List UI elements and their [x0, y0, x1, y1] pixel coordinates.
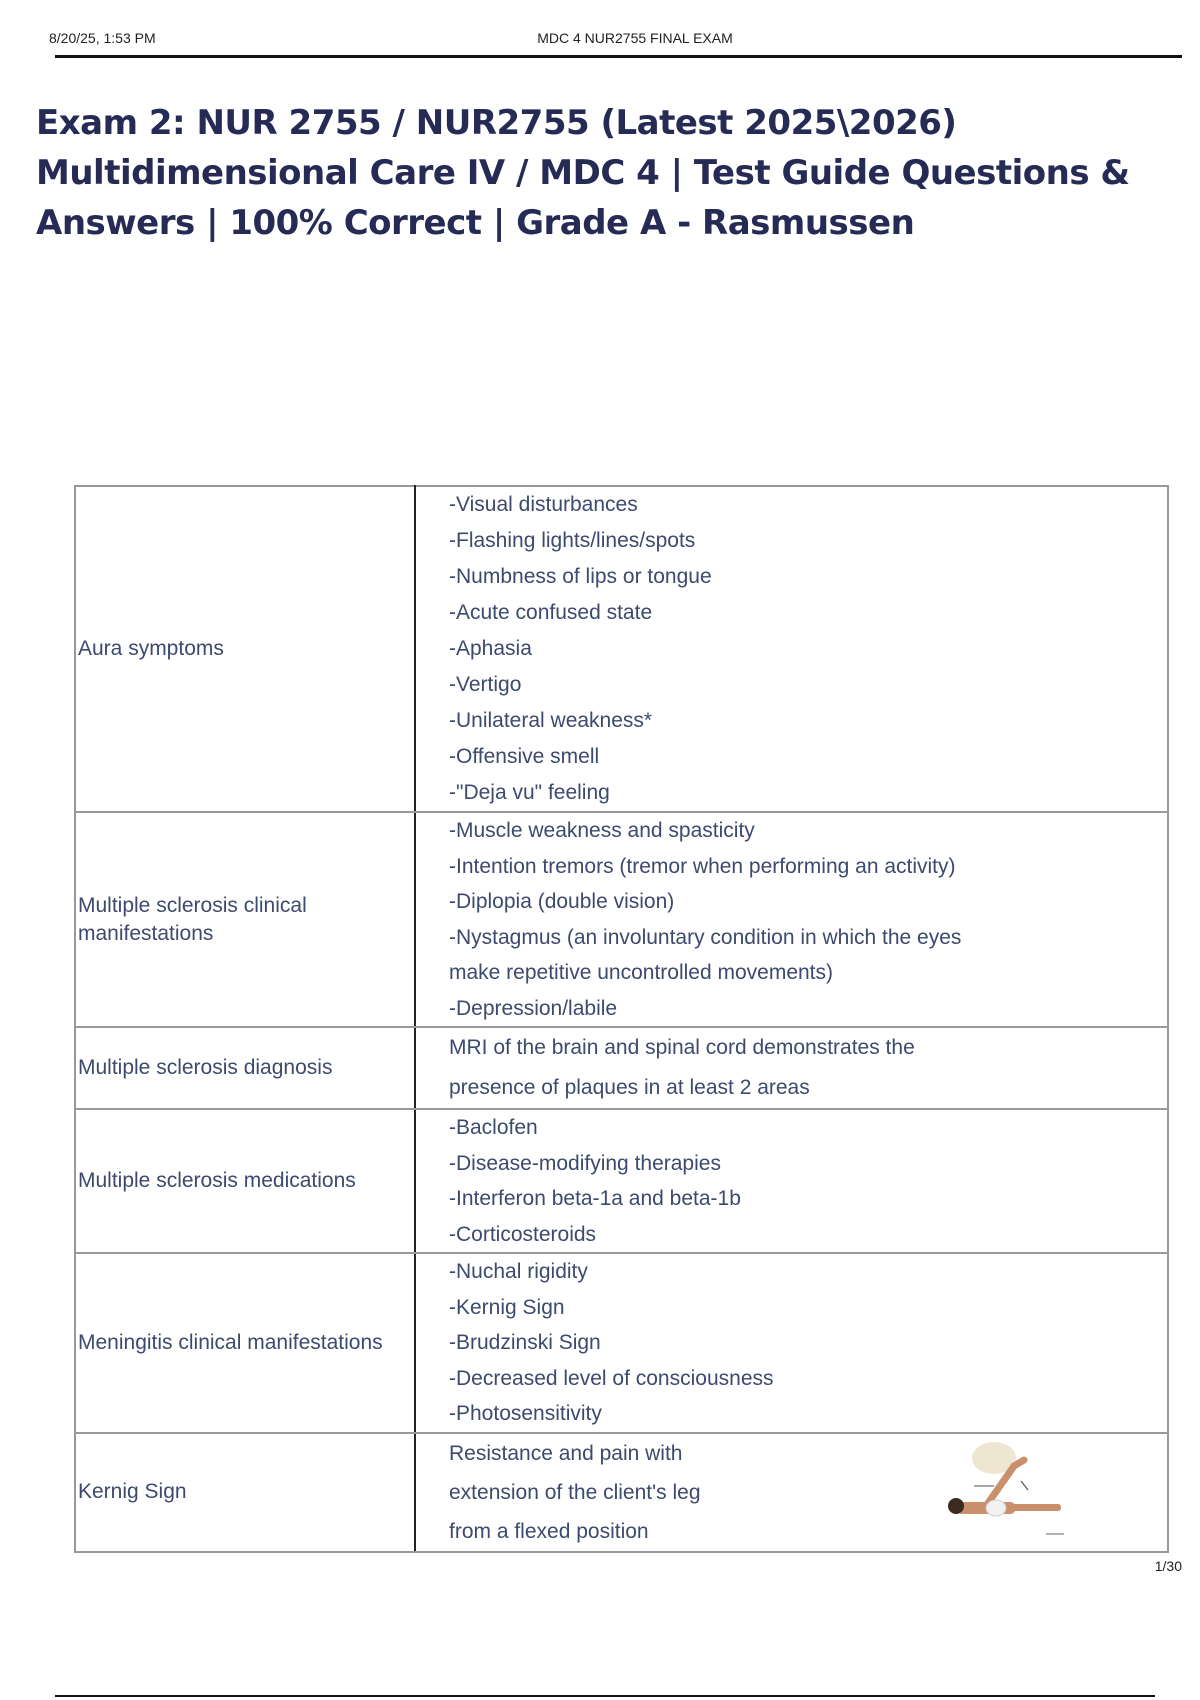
- definition-line: -Muscle weakness and spasticity: [449, 819, 755, 842]
- term-cell: Kernig Sign: [74, 1431, 416, 1553]
- definition-cell: -Muscle weakness and spasticity -Intentio…: [414, 811, 1169, 1028]
- kernig-sign-illustration: [948, 1441, 1064, 1535]
- page-title: Exam 2: NUR 2755 / NUR2755 (Latest 2025\…: [36, 98, 1156, 248]
- flashcard-table: Aura symptoms -Visual disturbances -Flashi…: [74, 485, 1169, 1553]
- definition-line: MRI of the brain and spinal cord demonst…: [449, 1036, 915, 1059]
- table-row: Multiple sclerosis clinical manifestatio…: [74, 811, 1169, 1028]
- table-row: Multiple sclerosis diagnosis MRI of the b…: [74, 1026, 1169, 1110]
- title-line: Multidimensional Care IV / MDC 4 | Test …: [36, 153, 1130, 193]
- definition-cell: -Nuchal rigidity -Kernig Sign -Brudzinski …: [414, 1252, 1169, 1434]
- definition-line: -Disease-modifying therapies: [449, 1151, 721, 1175]
- definition-line: -Decreased level of consciousness: [449, 1366, 774, 1390]
- definition-line: -Depression/labile: [449, 996, 618, 1020]
- definition-line: -Nystagmus (an involuntary condition in …: [449, 925, 962, 949]
- definition-line: make repetitive uncontrolled movements): [449, 961, 834, 984]
- definition-line: -Vertigo: [449, 673, 522, 696]
- definition-line: extension of the client's leg: [449, 1480, 701, 1504]
- definition-line: -Intention tremors (tremor when performi…: [449, 854, 956, 878]
- table-row: Multiple sclerosis medications -Baclofen -…: [74, 1108, 1169, 1254]
- table-row: Aura symptoms -Visual disturbances -Flashi…: [74, 485, 1169, 813]
- header-divider: [55, 55, 1182, 58]
- definition-line: -Offensive smell: [449, 745, 600, 768]
- print-date: 8/20/25, 1:53 PM: [49, 30, 156, 46]
- table-row: Meningitis clinical manifestations -Nucha…: [74, 1252, 1169, 1434]
- definition-line: -Photosensitivity: [449, 1402, 602, 1425]
- term-cell: Aura symptoms: [74, 485, 416, 813]
- definition-line: -Numbness of lips or tongue: [449, 565, 712, 588]
- definition-line: -Aphasia: [449, 637, 532, 660]
- definition-line: from a flexed position: [449, 1519, 649, 1543]
- definition-line: -Kernig Sign: [449, 1295, 565, 1319]
- definition-line: -Flashing lights/lines/spots: [449, 529, 696, 552]
- definition-line: Resistance and pain with: [449, 1441, 683, 1465]
- table-row: Kernig Sign Resistance and pain with exten…: [74, 1431, 1169, 1553]
- title-line: Exam 2: NUR 2755 / NUR2755 (Latest 2025\…: [36, 103, 957, 143]
- term-cell: Meningitis clinical manifestations: [74, 1252, 416, 1434]
- definition-line: -Nuchal rigidity: [449, 1260, 588, 1283]
- definition-line: -Interferon beta-1a and beta-1b: [449, 1187, 741, 1210]
- definition-cell: -Visual disturbances -Flashing lights/lin…: [414, 485, 1169, 813]
- title-line: Answers | 100% Correct | Grade A - Rasmu…: [36, 203, 915, 243]
- definition-line: -Diplopia (double vision): [449, 890, 675, 913]
- definition-cell: MRI of the brain and spinal cord demonst…: [414, 1026, 1169, 1110]
- definition-line: -Acute confused state: [449, 601, 653, 624]
- term-cell: Multiple sclerosis diagnosis: [74, 1026, 416, 1110]
- term-cell: Multiple sclerosis clinical manifestatio…: [74, 811, 416, 1028]
- footer-divider: [55, 1695, 1155, 1697]
- definition-line: -Visual disturbances: [449, 493, 638, 516]
- definition-line: presence of plaques in at least 2 areas: [449, 1076, 810, 1099]
- definition-cell: -Baclofen -Disease-modifying therapies -In…: [414, 1108, 1169, 1254]
- page-number: 1/30: [1154, 1558, 1182, 1574]
- definition-line: -Corticosteroids: [449, 1222, 597, 1246]
- definition-line: -Brudzinski Sign: [449, 1331, 601, 1354]
- definition-cell: Resistance and pain with extension of the…: [414, 1431, 1169, 1553]
- definition-line: -Unilateral weakness*: [449, 709, 653, 732]
- term-cell: Multiple sclerosis medications: [74, 1108, 416, 1254]
- definition-line: -"Deja vu" feeling: [449, 781, 610, 804]
- definition-line: -Baclofen: [449, 1116, 538, 1139]
- print-doc-title: MDC 4 NUR2755 FINAL EXAM: [537, 30, 733, 46]
